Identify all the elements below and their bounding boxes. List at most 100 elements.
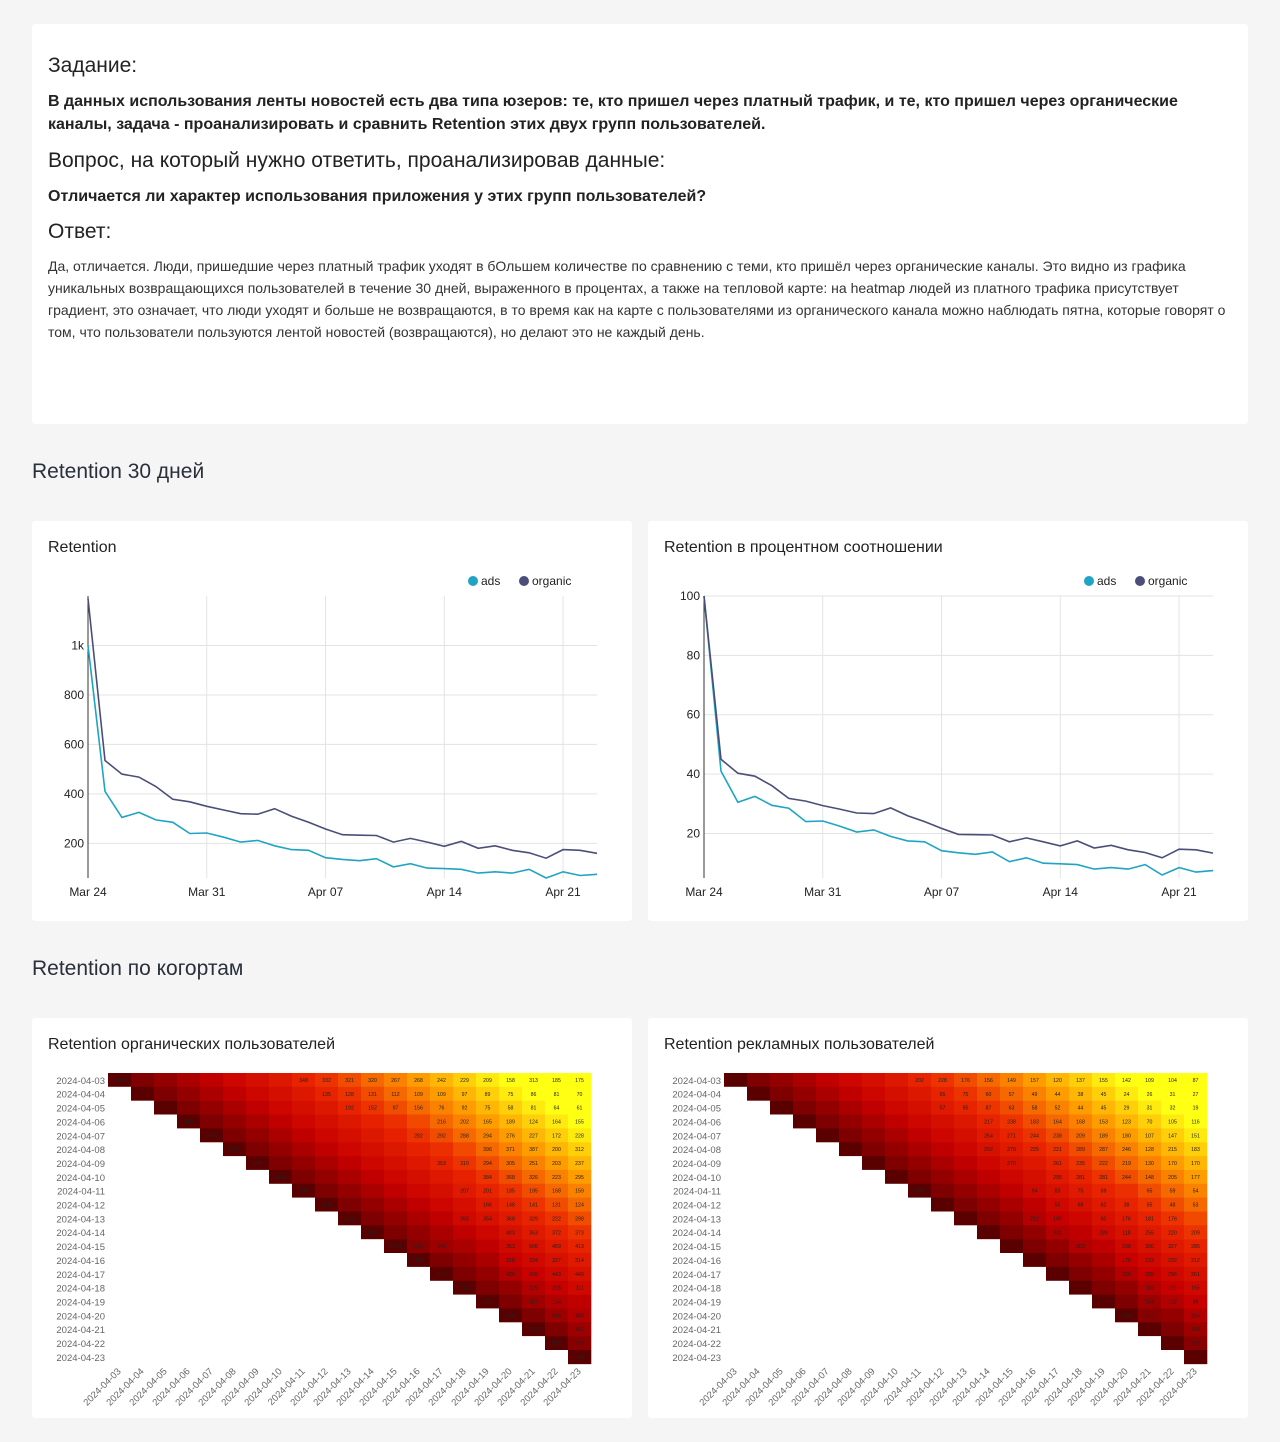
heatmap-cell [977,1225,1001,1240]
heatmap-cell [793,1197,817,1212]
cell-label: 289 [1076,1147,1085,1153]
heatmap-cell [223,1086,247,1101]
cell-label: 387 [529,1147,538,1153]
heatmap-cell [1115,1169,1139,1185]
heatmap-cell [1000,1280,1024,1295]
heatmap-cell [839,1225,863,1240]
heatmap-cell [1161,1142,1185,1157]
cell-label: 176 [961,1078,970,1084]
cell-label: 294 [483,1133,492,1139]
cell-label: 287 [1099,1147,1108,1153]
row-label: 2024-04-10 [672,1173,721,1184]
cell-label: 321 [345,1078,354,1084]
row-label: 2024-04-20 [56,1311,105,1322]
heatmap-cell [154,1266,178,1282]
heatmap-cell [1115,1197,1139,1212]
heatmap-cell [770,1114,794,1129]
cell-label: 44 [1055,1092,1061,1098]
cell-label: 58 [508,1106,514,1112]
heatmap-cell [430,1350,454,1365]
heatmap-cell [1161,1294,1185,1309]
legend-label-ads: ads [1097,574,1116,588]
heatmap-cell [499,1169,523,1185]
heatmap-cell [747,1142,771,1157]
heatmap-cell [1023,1350,1047,1365]
heatmap-cell [177,1183,201,1198]
cell-label: 185 [506,1189,515,1195]
heatmap-cell [499,1100,523,1115]
heatmap-cell [1092,1211,1116,1226]
heatmap-cell [1115,1142,1139,1157]
cell-label: 220 [1168,1230,1177,1236]
heatmap-cell [816,1100,840,1115]
heatmap-cell [361,1253,385,1268]
cell-label: 342 [1191,1341,1200,1347]
cell-label: 292 [437,1133,446,1139]
heatmap-cell [407,1253,431,1268]
heatmap-cell [954,1350,978,1365]
heatmap-cell [568,1073,592,1088]
cell-label: 298 [575,1216,584,1222]
heatmap-cell [269,1322,293,1337]
cell-label: 233 [1145,1258,1154,1264]
chart-card-retention-pct: Retention в процентном соотношении Mar 2… [648,521,1248,921]
heatmap-cell [131,1225,155,1240]
heatmap-cell [908,1197,932,1212]
heatmap-cell [1184,1156,1208,1171]
heatmap-cell [522,1211,546,1226]
cell-label: 285 [1191,1244,1200,1250]
task-heading: Задание: [48,54,138,77]
cell-label: 128 [1145,1147,1154,1153]
heatmap-cell [885,1197,909,1212]
heatmap-cell [545,1142,569,1157]
heatmap-cell [315,1253,339,1268]
heatmap-cell [793,1156,817,1171]
heatmap-cell [200,1169,224,1185]
heatmap-cell [568,1114,592,1129]
cell-label: 238 [1007,1120,1016,1126]
y-tick-label: 1k [71,638,85,652]
cell-label: 373 [575,1230,584,1236]
cell-label: 221 [1053,1147,1062,1153]
heatmap-cell [1161,1239,1185,1254]
heatmap-cell [223,1211,247,1226]
heatmap-cell [885,1336,909,1351]
heatmap-cell [499,1336,523,1351]
heatmap-cell [1000,1239,1024,1254]
heatmap-cell [1138,1280,1162,1295]
heatmap-cell [430,1253,454,1268]
heatmap-cell [200,1294,224,1309]
heatmap-cell [177,1225,201,1240]
cell-label: 326 [529,1175,538,1181]
heatmap-cell [292,1253,316,1268]
section-title-cohorts: Retention по когортам [32,957,244,980]
heatmap-cell [1046,1225,1070,1240]
heatmap-cell [954,1322,978,1337]
heatmap-cell [545,1169,569,1185]
heatmap-cell [1184,1197,1208,1212]
heatmap-cell [1023,1253,1047,1268]
cell-label: 132 [1168,1300,1177,1306]
heatmap-cell [430,1100,454,1115]
heatmap-cell [108,1073,132,1088]
heatmap-cell [770,1197,794,1212]
heatmap-cell [292,1239,316,1254]
heatmap-cell [816,1197,840,1212]
heatmap-cell [954,1169,978,1185]
heatmap-cell [453,1322,477,1337]
cell-label: 152 [368,1106,377,1112]
heatmap-cell [747,1266,771,1282]
heatmap-cell [1138,1183,1162,1198]
row-label: 2024-04-16 [672,1256,721,1267]
cell-label: 238 [1053,1133,1062,1139]
cell-label: 281 [1076,1175,1085,1181]
heatmap-cell [1092,1197,1116,1212]
heatmap-cell [177,1073,201,1088]
heatmap-cell [908,1253,932,1268]
heatmap-cell [1046,1086,1070,1101]
cell-label: 701 [299,1189,308,1195]
heatmap-cell [177,1280,201,1295]
heatmap-cell [315,1100,339,1115]
cell-label: 294 [483,1161,492,1167]
heatmap-cell [453,1336,477,1351]
